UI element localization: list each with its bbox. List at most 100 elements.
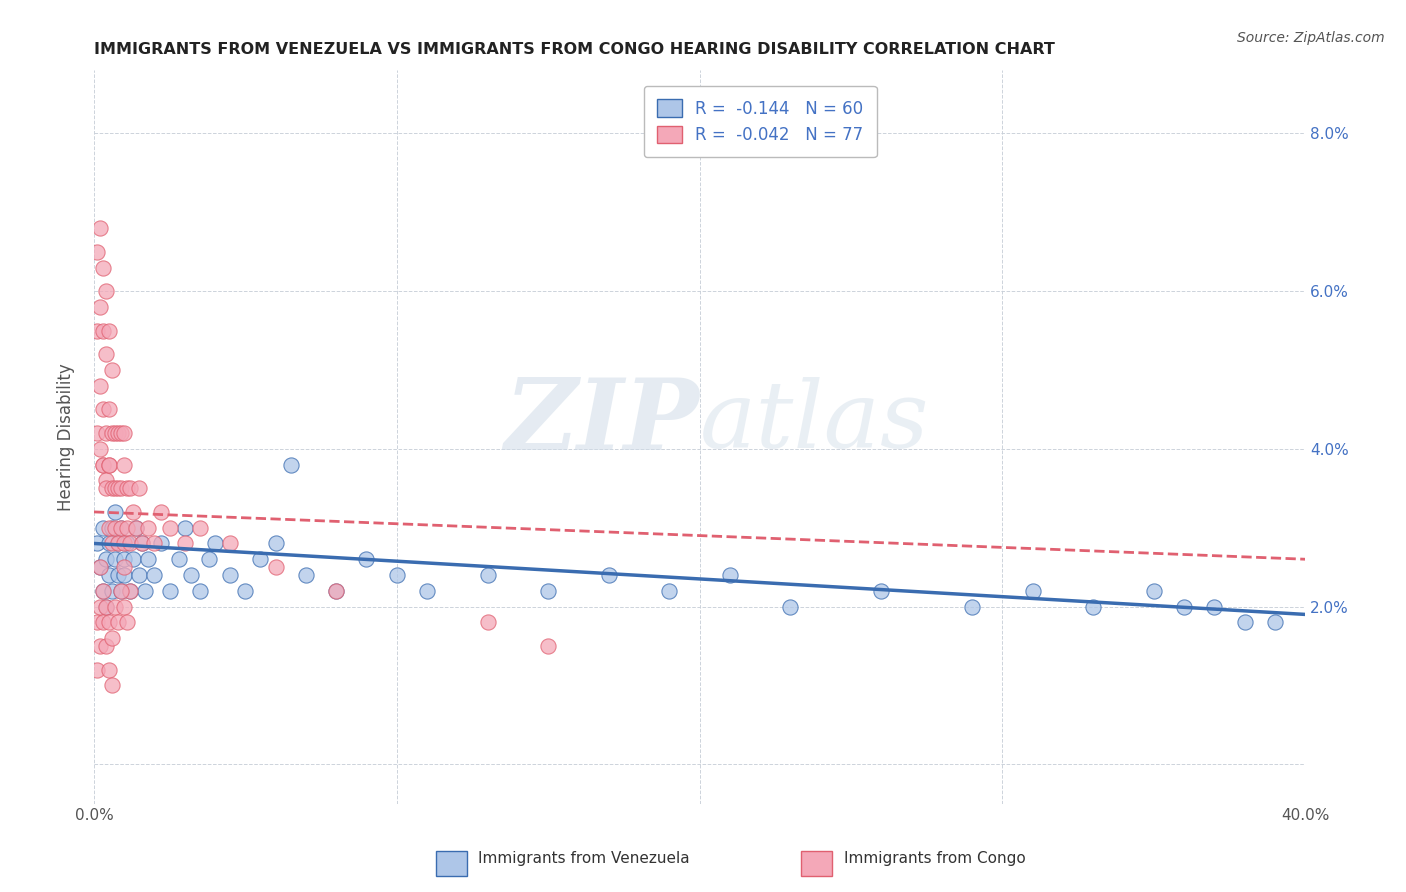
Point xyxy=(91,583,114,598)
Point xyxy=(110,426,132,441)
Point xyxy=(86,244,108,259)
Point xyxy=(779,599,801,614)
Point xyxy=(131,536,153,550)
Point xyxy=(718,568,741,582)
Point xyxy=(101,631,124,645)
Point xyxy=(98,521,121,535)
Point xyxy=(219,536,242,550)
Point xyxy=(1204,599,1226,614)
Point xyxy=(91,458,114,472)
Point xyxy=(115,521,138,535)
Point xyxy=(264,560,287,574)
Point xyxy=(120,481,142,495)
Legend: R =  -0.144   N = 60, R =  -0.042   N = 77: R = -0.144 N = 60, R = -0.042 N = 77 xyxy=(644,87,876,157)
Point xyxy=(94,639,117,653)
Point xyxy=(89,560,111,574)
Text: Immigrants from Congo: Immigrants from Congo xyxy=(844,852,1025,866)
Point xyxy=(143,568,166,582)
Point xyxy=(325,583,347,598)
Point xyxy=(1081,599,1104,614)
Point xyxy=(98,663,121,677)
Point xyxy=(91,324,114,338)
Point xyxy=(138,521,160,535)
Point xyxy=(128,481,150,495)
Point xyxy=(537,639,560,653)
Point xyxy=(94,599,117,614)
Point xyxy=(477,615,499,630)
Point xyxy=(98,324,121,338)
Point xyxy=(112,536,135,550)
Point xyxy=(101,678,124,692)
Point xyxy=(356,552,378,566)
Point xyxy=(198,552,221,566)
Point xyxy=(416,583,439,598)
Point xyxy=(1264,615,1286,630)
Text: IMMIGRANTS FROM VENEZUELA VS IMMIGRANTS FROM CONGO HEARING DISABILITY CORRELATIO: IMMIGRANTS FROM VENEZUELA VS IMMIGRANTS … xyxy=(94,42,1055,57)
Point xyxy=(98,536,121,550)
Point xyxy=(104,552,127,566)
Point xyxy=(110,583,132,598)
Point xyxy=(188,583,211,598)
Point xyxy=(104,599,127,614)
Point xyxy=(149,536,172,550)
Point xyxy=(110,521,132,535)
Point xyxy=(134,583,156,598)
Point xyxy=(89,378,111,392)
Point xyxy=(115,481,138,495)
Point xyxy=(219,568,242,582)
Point xyxy=(94,474,117,488)
Point xyxy=(101,481,124,495)
Point xyxy=(94,347,117,361)
Text: Immigrants from Venezuela: Immigrants from Venezuela xyxy=(478,852,690,866)
Point xyxy=(98,568,121,582)
Point xyxy=(107,426,129,441)
Point xyxy=(159,583,181,598)
Point xyxy=(98,402,121,417)
Point xyxy=(107,568,129,582)
Point xyxy=(122,552,145,566)
Text: atlas: atlas xyxy=(700,377,929,467)
Point xyxy=(112,426,135,441)
Point xyxy=(280,458,302,472)
Point xyxy=(960,599,983,614)
Point xyxy=(110,583,132,598)
Point xyxy=(295,568,318,582)
Point xyxy=(120,536,142,550)
Point xyxy=(89,639,111,653)
Point xyxy=(89,599,111,614)
Point xyxy=(204,536,226,550)
Point xyxy=(91,260,114,275)
Point xyxy=(149,505,172,519)
Point xyxy=(94,426,117,441)
Point xyxy=(94,284,117,298)
Point xyxy=(104,521,127,535)
Point xyxy=(89,300,111,314)
Point xyxy=(131,536,153,550)
Point xyxy=(112,552,135,566)
Point xyxy=(91,458,114,472)
Point xyxy=(112,599,135,614)
Point xyxy=(1143,583,1166,598)
Point xyxy=(91,583,114,598)
Point xyxy=(870,583,893,598)
Point xyxy=(138,552,160,566)
Y-axis label: Hearing Disability: Hearing Disability xyxy=(58,363,75,511)
Point xyxy=(188,521,211,535)
Text: Source: ZipAtlas.com: Source: ZipAtlas.com xyxy=(1237,31,1385,45)
Point xyxy=(107,536,129,550)
Point xyxy=(112,560,135,574)
Point xyxy=(110,521,132,535)
Point xyxy=(101,521,124,535)
Point xyxy=(94,599,117,614)
Point xyxy=(98,458,121,472)
Point xyxy=(112,458,135,472)
Point xyxy=(86,426,108,441)
Point xyxy=(94,481,117,495)
Point xyxy=(112,568,135,582)
Point xyxy=(94,552,117,566)
Point xyxy=(1233,615,1256,630)
Point xyxy=(89,221,111,235)
Point xyxy=(173,536,195,550)
Point xyxy=(107,481,129,495)
Point xyxy=(325,583,347,598)
